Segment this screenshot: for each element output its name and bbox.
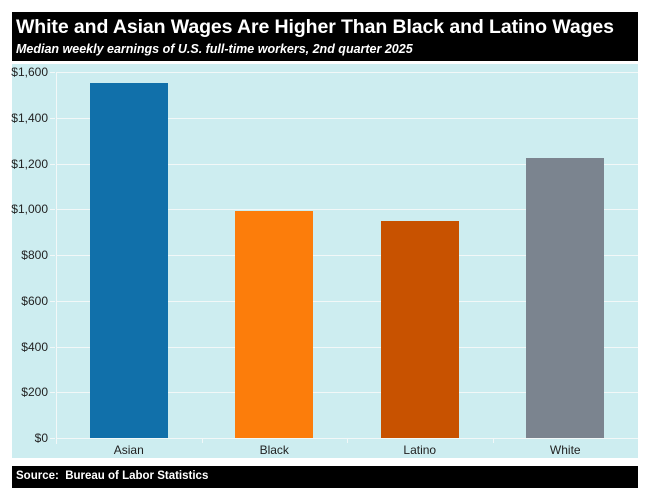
gridline — [56, 301, 638, 302]
y-tick-mark — [50, 164, 55, 165]
y-tick-label: $1,600 — [11, 65, 48, 79]
y-tick-mark — [50, 438, 55, 439]
gridline — [56, 118, 638, 119]
bar-latino — [380, 221, 459, 438]
x-tick-mark — [493, 438, 494, 443]
y-tick-label: $600 — [21, 294, 48, 308]
chart-subtitle: Median weekly earnings of U.S. full-time… — [16, 42, 413, 56]
chart-title-bar: White and Asian Wages Are Higher Than Bl… — [12, 12, 638, 61]
y-tick-label: $0 — [34, 431, 48, 445]
y-tick-label: $200 — [21, 385, 48, 399]
chart-panel: $0 $200 $400 $600 $800 $1,000 $1,200 $1,400 $1,6… — [11, 64, 638, 458]
plot-area: $0 $200 $400 $600 $800 $1,000 $1,200 $1,400 $1,6… — [11, 65, 638, 457]
x-tick-label: Asian — [113, 443, 144, 457]
y-tick-label: $800 — [21, 248, 48, 262]
y-tick-mark — [50, 301, 55, 302]
y-tick-mark — [50, 255, 55, 256]
y-axis-line — [56, 72, 57, 444]
gridline — [56, 72, 638, 73]
y-tick-mark — [50, 347, 55, 348]
gridline — [56, 164, 638, 165]
x-tick-label: White — [549, 443, 581, 457]
x-tick-label: Black — [259, 443, 289, 457]
source-note: Source: Bureau of Labor Statistics — [16, 470, 209, 482]
x-tick-label: Latino — [403, 443, 437, 457]
gridline — [56, 347, 638, 348]
bar-black — [235, 211, 314, 438]
chart-title: White and Asian Wages Are Higher Than Bl… — [16, 16, 614, 38]
gridline — [56, 255, 638, 256]
y-tick-label: $400 — [21, 340, 48, 354]
y-tick-label: $1,400 — [11, 111, 48, 125]
gridline — [56, 392, 638, 393]
x-tick-mark — [347, 438, 348, 443]
y-tick-mark — [50, 209, 55, 210]
x-tick-mark — [202, 438, 203, 443]
y-tick-mark — [50, 72, 55, 73]
source-bar: Source: Bureau of Labor Statistics — [12, 466, 638, 488]
y-tick-mark — [50, 118, 55, 119]
y-tick-mark — [50, 392, 55, 393]
y-tick-label: $1,200 — [11, 157, 48, 171]
gridline — [56, 209, 638, 210]
y-tick-label: $1,000 — [11, 202, 48, 216]
bar-white — [526, 157, 605, 438]
bar-asian — [89, 82, 168, 438]
